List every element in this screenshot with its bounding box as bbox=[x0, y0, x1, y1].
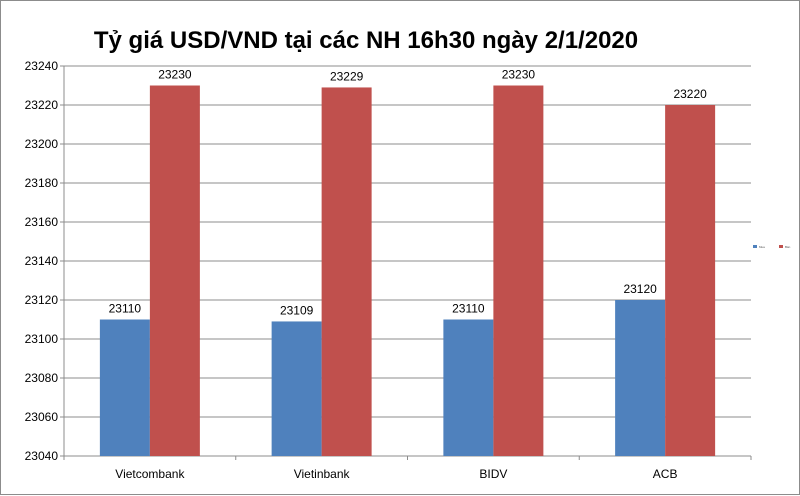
x-tick-label: BIDV bbox=[479, 467, 507, 481]
y-tick-label: 23100 bbox=[25, 332, 59, 346]
x-tick-label: Vietcombank bbox=[115, 467, 185, 481]
y-tick-label: 23060 bbox=[25, 410, 59, 424]
bar bbox=[443, 319, 494, 456]
data-label: 23109 bbox=[280, 303, 314, 317]
x-tick-label: ACB bbox=[653, 467, 678, 481]
legend-swatch bbox=[779, 245, 783, 248]
bar bbox=[321, 87, 372, 456]
legend-swatch bbox=[753, 245, 757, 248]
y-tick-label: 23040 bbox=[25, 449, 59, 463]
bar bbox=[665, 105, 716, 456]
data-label: 23220 bbox=[673, 87, 707, 101]
bar bbox=[99, 319, 150, 456]
y-tick-label: 23160 bbox=[25, 215, 59, 229]
bar bbox=[271, 321, 322, 456]
legend-label: Bán bbox=[785, 245, 791, 249]
x-tick-label: Vietinbank bbox=[294, 467, 351, 481]
y-tick-label: 23220 bbox=[25, 98, 59, 112]
axes: 23040 23060 23080 23100 23120 23140 23160 23180… bbox=[25, 59, 752, 481]
data-label: 23120 bbox=[623, 282, 657, 296]
y-tick-label: 23120 bbox=[25, 293, 59, 307]
y-tick-label: 23140 bbox=[25, 254, 59, 268]
bar bbox=[615, 300, 666, 456]
data-label: 23230 bbox=[158, 68, 192, 82]
data-label: 23110 bbox=[452, 302, 485, 316]
data-label: 23229 bbox=[330, 69, 364, 83]
data-label: 23110 bbox=[109, 302, 142, 316]
y-tick-label: 23240 bbox=[25, 59, 59, 73]
bar bbox=[493, 85, 544, 456]
data-label: 23230 bbox=[502, 68, 536, 82]
legend-label: Mua bbox=[759, 245, 765, 249]
y-tick-label: 23180 bbox=[25, 176, 59, 190]
y-tick-label: 23200 bbox=[25, 137, 59, 151]
y-tick-label: 23080 bbox=[25, 371, 59, 385]
chart-title: Tỷ giá USD/VND tại các NH 16h30 ngày 2/1… bbox=[94, 27, 638, 54]
bars bbox=[99, 85, 716, 456]
bar bbox=[149, 85, 200, 456]
data-labels: 23110 23230 23109 23229 23110 23230 23120 23220 bbox=[109, 68, 708, 318]
legend: Mua Bán bbox=[753, 245, 791, 249]
